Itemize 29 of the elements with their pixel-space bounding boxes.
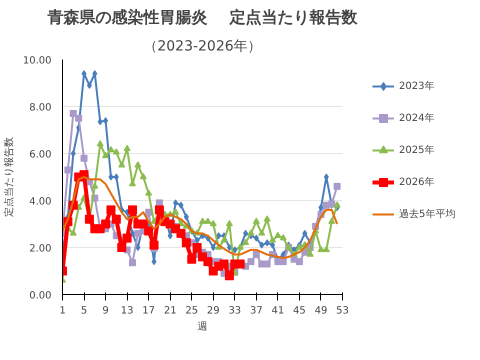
x-tick-label: 29 bbox=[206, 306, 220, 316]
x-tick-label: 25 bbox=[185, 306, 198, 316]
y-tick-label: 0.00 bbox=[29, 290, 52, 302]
legend-label: 2026年 bbox=[399, 176, 434, 189]
x-tick-label: 21 bbox=[164, 306, 177, 316]
x-tick-label: 1 bbox=[59, 306, 66, 316]
legend-label: 2024年 bbox=[399, 112, 434, 125]
x-tick-label: 33 bbox=[228, 306, 242, 316]
y-tick-label: 4.00 bbox=[29, 196, 52, 208]
x-axis-title: 週 bbox=[198, 322, 208, 332]
x-tick-label: 13 bbox=[120, 306, 134, 316]
x-tick-label: 41 bbox=[272, 306, 284, 316]
legend-label: 2023年 bbox=[399, 80, 434, 93]
y-tick-label: 10.00 bbox=[22, 56, 52, 66]
x-tick-label: 49 bbox=[314, 306, 328, 316]
legend-label: 2025年 bbox=[399, 144, 434, 157]
y-tick-label: 2.00 bbox=[29, 244, 52, 254]
y-tick-label: 8.00 bbox=[29, 102, 52, 114]
y-axis-title: 定点当たり報告数 bbox=[2, 137, 15, 217]
chart-title: 青森県の感染性胃腸炎 定点当たり報告数 bbox=[46, 8, 358, 26]
x-tick-label: 45 bbox=[293, 306, 306, 316]
legend-label: 過去5年平均 bbox=[399, 208, 456, 221]
chart-subtitle: （2023-2026年） bbox=[143, 38, 262, 54]
x-tick-label: 53 bbox=[336, 306, 349, 316]
x-tick-label: 37 bbox=[250, 306, 263, 316]
x-tick-label: 5 bbox=[80, 306, 88, 316]
x-tick-label: 17 bbox=[142, 306, 156, 316]
x-tick-label: 9 bbox=[102, 306, 109, 316]
y-tick-label: 6.00 bbox=[29, 150, 52, 160]
